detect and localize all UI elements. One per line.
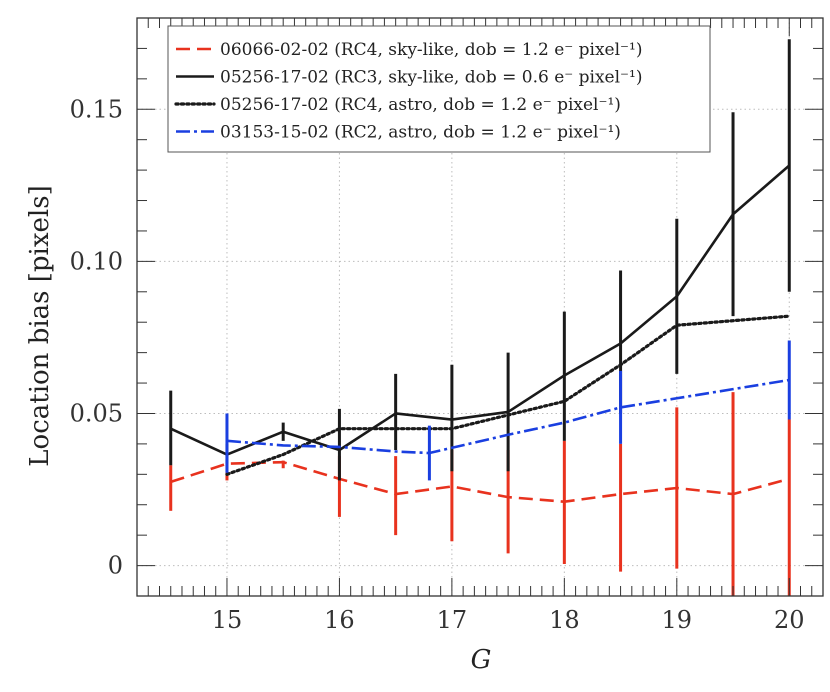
y-tick-label: 0.05 <box>70 399 123 427</box>
series-4 <box>225 340 791 481</box>
x-tick-label: 19 <box>662 606 693 634</box>
x-tick-label: 15 <box>212 606 243 634</box>
legend-entry: 03153-15-02 (RC2, astro, dob = 1.2 e⁻ pi… <box>220 123 621 143</box>
y-tick-label: 0.15 <box>70 95 123 123</box>
legend-entry: 05256-17-02 (RC4, astro, dob = 1.2 e⁻ pi… <box>220 95 621 115</box>
series-3 <box>225 314 791 476</box>
series-line <box>170 460 790 503</box>
series-line <box>170 164 791 456</box>
y-tick-label: 0 <box>108 552 123 580</box>
y-tick-label: 0.10 <box>70 247 123 275</box>
x-axis-title: G <box>471 645 492 675</box>
legend-box <box>167 25 711 153</box>
x-tick-label: 17 <box>437 606 468 634</box>
legend-entry: 05256-17-02 (RC3, sky-like, dob = 0.6 e⁻… <box>220 68 642 88</box>
x-tick-label: 18 <box>549 606 580 634</box>
x-tick-label: 16 <box>324 606 355 634</box>
legend: 06066-02-02 (RC4, sky-like, dob = 1.2 e⁻… <box>167 25 711 153</box>
series-layer <box>169 39 791 596</box>
series-2 <box>169 39 791 481</box>
plot-frame <box>136 17 824 597</box>
series-line <box>225 314 791 476</box>
series-line <box>226 378 790 455</box>
legend-entry: 06066-02-02 (RC4, sky-like, dob = 1.2 e⁻… <box>220 40 642 60</box>
x-tick-label: 20 <box>774 606 805 634</box>
y-axis-title: Location bias [pixels] <box>25 185 55 466</box>
